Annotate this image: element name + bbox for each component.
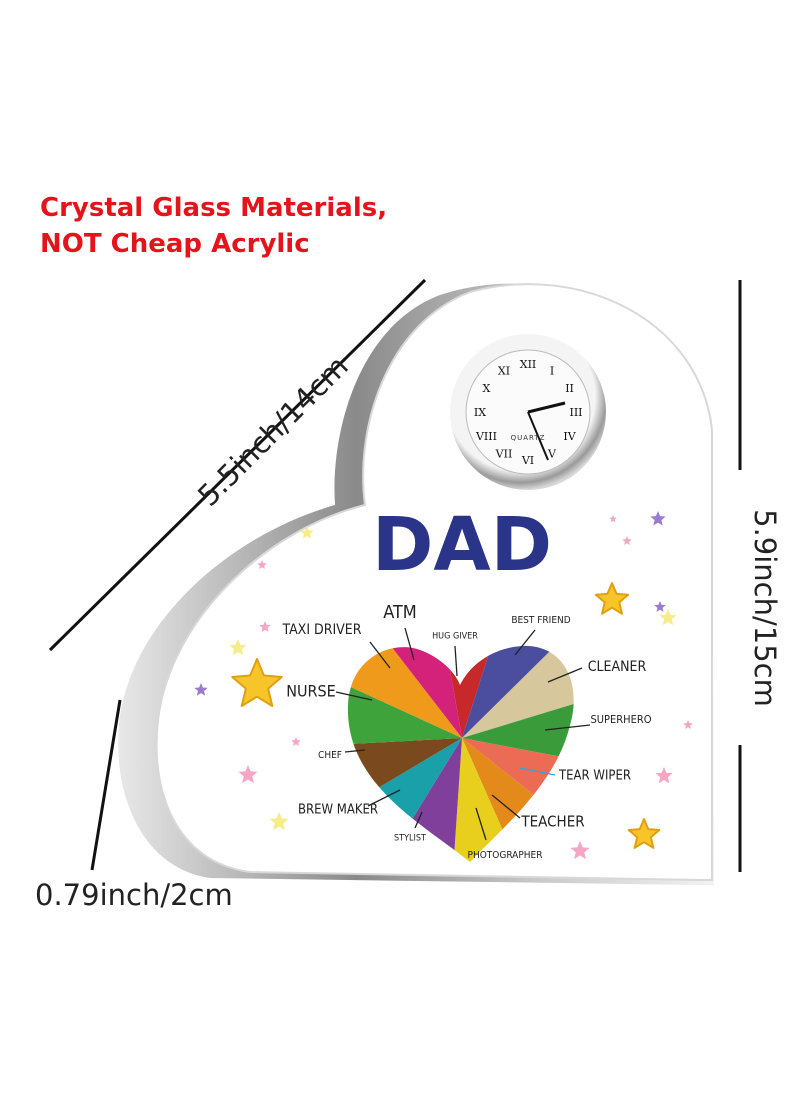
star (609, 515, 617, 523)
leader-line (369, 641, 391, 669)
role-label: CLEANER (588, 659, 647, 675)
leader-line (491, 794, 521, 819)
plaque-title: DAD (372, 502, 552, 588)
clock-numeral: VI (521, 454, 534, 467)
leader-line (547, 667, 583, 683)
leader-line (335, 691, 373, 701)
role-label: ATM (383, 602, 417, 623)
role-label: CHEF (318, 750, 342, 761)
clock-numeral: IV (563, 430, 576, 443)
role-label: STYLIST (394, 834, 426, 844)
clock-numeral: II (565, 382, 574, 395)
role-label: SUPERHERO (591, 713, 652, 726)
leader-line (367, 789, 401, 807)
star (238, 765, 258, 784)
role-label: NURSE (286, 682, 336, 701)
star (683, 720, 693, 730)
star (257, 560, 267, 570)
stars (194, 511, 693, 860)
leader-line (454, 645, 458, 677)
star (229, 639, 247, 656)
clock-numeral: XI (498, 364, 510, 377)
leader-line (414, 811, 423, 829)
role-label: BEST FRIEND (511, 615, 570, 626)
clock-numeral: V (547, 448, 557, 461)
star (570, 841, 590, 860)
width-label: 5.5inch/14cm (191, 349, 355, 513)
headline: NOT Cheap Acrylic (40, 229, 310, 259)
clock-numeral: IX (474, 406, 486, 419)
wedge (462, 645, 574, 738)
clock-numeral: I (550, 364, 554, 377)
headline: Crystal Glass Materials, (40, 193, 387, 223)
star (654, 601, 666, 612)
clock-hand (527, 411, 549, 461)
leader-line (544, 724, 591, 731)
leader-line (344, 749, 366, 753)
role-label: BREW MAKER (298, 803, 378, 818)
leader-line (519, 767, 556, 776)
star (269, 812, 289, 831)
star (194, 683, 208, 696)
star (622, 536, 632, 546)
clock-hand (527, 401, 566, 414)
clock-numeral: VII (495, 448, 513, 461)
star (650, 511, 666, 526)
clock-numeral: VIII (475, 430, 497, 443)
star (259, 621, 271, 632)
star (655, 767, 673, 784)
height-label: 5.9inch/15cm (748, 509, 782, 707)
wedge (347, 654, 462, 749)
clock-brand: QUARTZ (511, 434, 546, 442)
star (231, 658, 283, 708)
star (300, 526, 314, 539)
star (659, 609, 677, 626)
role-labels: TAXI DRIVER ATM HUG GIVER BEST FRIEND CLEANE… (281, 602, 651, 861)
wedge (347, 645, 462, 738)
role-label: TEACHER (520, 813, 584, 831)
role-label: PHOTOGRAPHER (468, 850, 543, 861)
clock-numeral: III (569, 406, 582, 419)
star (627, 818, 661, 849)
clock-numeral: X (483, 382, 491, 395)
wedge (462, 645, 574, 738)
star (291, 737, 301, 747)
role-label: TEAR WIPER (558, 769, 631, 784)
role-label: TAXI DRIVER (281, 622, 361, 638)
star (594, 582, 630, 615)
leader-line (514, 629, 536, 656)
clock-numeral: XII (520, 358, 537, 371)
leader-line (404, 627, 415, 661)
leader-line (475, 807, 487, 841)
role-label: HUG GIVER (432, 632, 478, 642)
thickness-label: 0.79inch/2cm (35, 878, 233, 912)
dimension-line (90, 699, 122, 871)
dimension-line (48, 278, 427, 652)
wedge (347, 645, 462, 738)
wedge (462, 679, 574, 776)
